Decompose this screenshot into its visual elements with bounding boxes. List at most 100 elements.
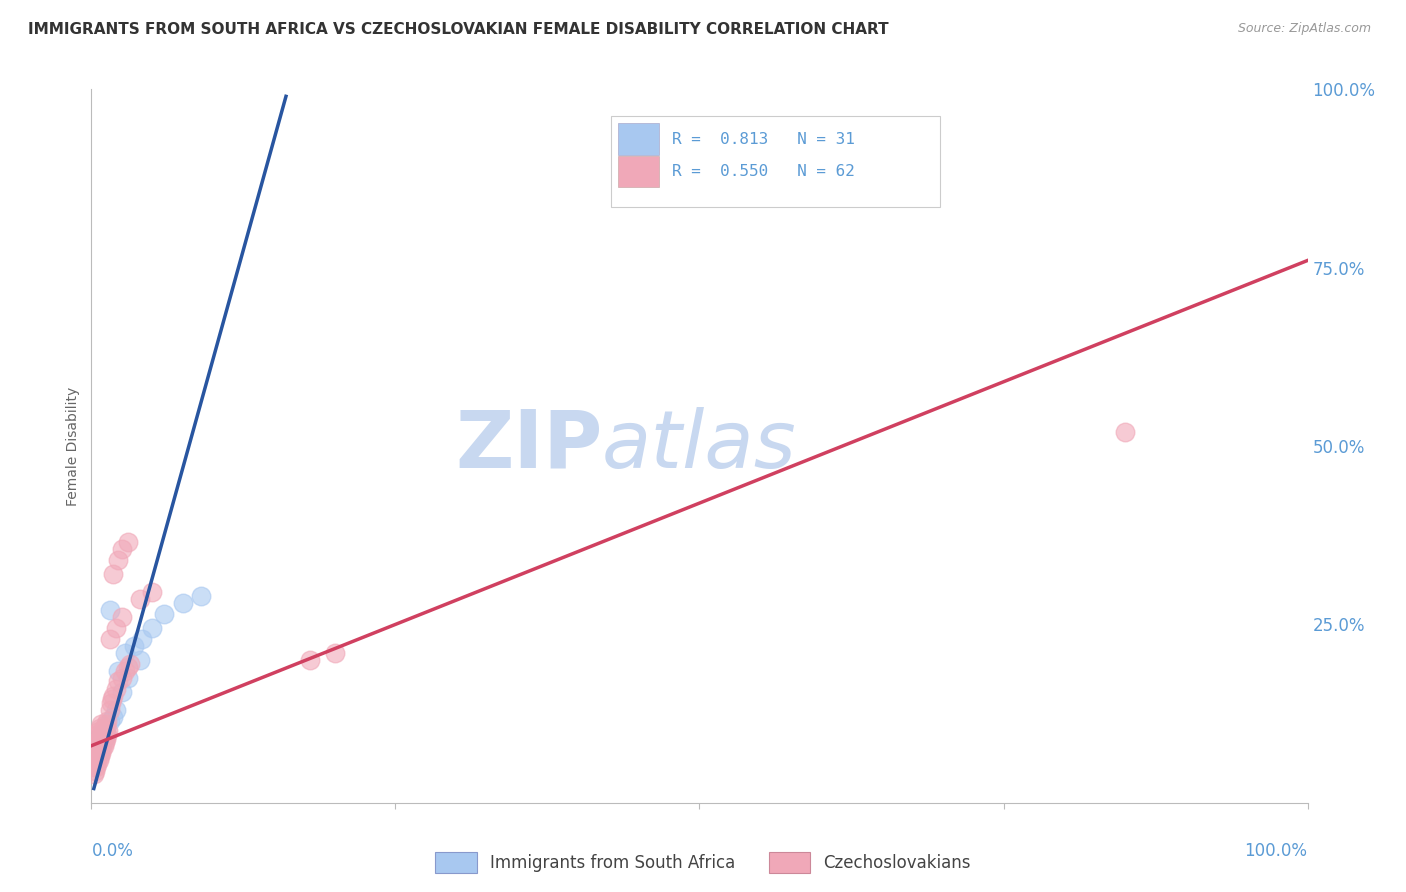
- Point: [107, 553, 129, 567]
- Text: 0.0%: 0.0%: [91, 842, 134, 860]
- Text: IMMIGRANTS FROM SOUTH AFRICA VS CZECHOSLOVAKIAN FEMALE DISABILITY CORRELATION CH: IMMIGRANTS FROM SOUTH AFRICA VS CZECHOSL…: [28, 22, 889, 37]
- Point: [104, 621, 127, 635]
- Point: [98, 703, 121, 717]
- Point: [86, 739, 108, 753]
- Point: [90, 717, 112, 731]
- Point: [89, 742, 111, 756]
- Point: [141, 585, 163, 599]
- Point: [87, 735, 110, 749]
- Point: [84, 742, 107, 756]
- Point: [103, 710, 125, 724]
- Point: [98, 714, 121, 728]
- Point: [94, 735, 117, 749]
- FancyBboxPatch shape: [619, 123, 659, 155]
- Point: [87, 753, 110, 767]
- Point: [111, 671, 134, 685]
- Point: [90, 728, 112, 742]
- Point: [190, 589, 212, 603]
- Point: [83, 767, 105, 781]
- Point: [87, 724, 110, 739]
- Point: [87, 742, 110, 756]
- Point: [89, 739, 111, 753]
- Point: [89, 731, 111, 746]
- Point: [131, 632, 153, 646]
- Point: [93, 721, 115, 735]
- Point: [84, 739, 107, 753]
- Point: [114, 664, 136, 678]
- Point: [84, 735, 107, 749]
- Point: [97, 724, 120, 739]
- Point: [172, 596, 194, 610]
- Point: [87, 746, 110, 760]
- Point: [83, 753, 105, 767]
- Point: [94, 724, 117, 739]
- Point: [86, 756, 108, 771]
- Point: [111, 685, 134, 699]
- Point: [84, 746, 107, 760]
- Text: atlas: atlas: [602, 407, 797, 485]
- Point: [93, 728, 115, 742]
- Point: [89, 749, 111, 764]
- Point: [299, 653, 322, 667]
- Point: [117, 671, 139, 685]
- Point: [98, 632, 121, 646]
- Point: [111, 542, 134, 557]
- Point: [93, 739, 115, 753]
- Point: [84, 760, 107, 774]
- Point: [96, 728, 118, 742]
- Text: Source: ZipAtlas.com: Source: ZipAtlas.com: [1237, 22, 1371, 36]
- Point: [129, 592, 152, 607]
- Point: [107, 664, 129, 678]
- Y-axis label: Female Disability: Female Disability: [66, 386, 80, 506]
- Point: [84, 764, 107, 778]
- Point: [101, 692, 124, 706]
- Point: [87, 735, 110, 749]
- Text: 100.0%: 100.0%: [1244, 842, 1308, 860]
- Legend: Immigrants from South Africa, Czechoslovakians: Immigrants from South Africa, Czechoslov…: [429, 846, 977, 880]
- Text: R =  0.813   N = 31: R = 0.813 N = 31: [672, 132, 855, 146]
- Point: [91, 731, 114, 746]
- Point: [89, 731, 111, 746]
- Point: [96, 714, 118, 728]
- Point: [94, 724, 117, 739]
- Point: [84, 753, 107, 767]
- Point: [84, 742, 107, 756]
- Point: [111, 610, 134, 624]
- Point: [107, 674, 129, 689]
- Point: [91, 735, 114, 749]
- Point: [104, 703, 127, 717]
- Point: [94, 717, 117, 731]
- Point: [117, 660, 139, 674]
- Point: [129, 653, 152, 667]
- Point: [91, 742, 114, 756]
- Point: [83, 760, 105, 774]
- Point: [90, 735, 112, 749]
- Point: [84, 749, 107, 764]
- Point: [323, 646, 346, 660]
- Point: [93, 731, 115, 746]
- Text: R =  0.550   N = 62: R = 0.550 N = 62: [672, 164, 855, 178]
- Point: [120, 657, 142, 671]
- Point: [91, 724, 114, 739]
- Point: [86, 749, 108, 764]
- Point: [84, 753, 107, 767]
- Point: [94, 731, 117, 746]
- Point: [141, 621, 163, 635]
- Point: [90, 739, 112, 753]
- Point: [90, 746, 112, 760]
- Point: [89, 721, 111, 735]
- Point: [1114, 425, 1136, 439]
- Point: [86, 728, 108, 742]
- Point: [84, 746, 107, 760]
- Text: ZIP: ZIP: [456, 407, 602, 485]
- Point: [103, 567, 125, 582]
- Point: [104, 681, 127, 696]
- Point: [117, 535, 139, 549]
- Point: [122, 639, 145, 653]
- FancyBboxPatch shape: [610, 116, 941, 207]
- Point: [86, 746, 108, 760]
- Point: [103, 689, 125, 703]
- Point: [83, 756, 105, 771]
- Point: [100, 696, 122, 710]
- Point: [114, 646, 136, 660]
